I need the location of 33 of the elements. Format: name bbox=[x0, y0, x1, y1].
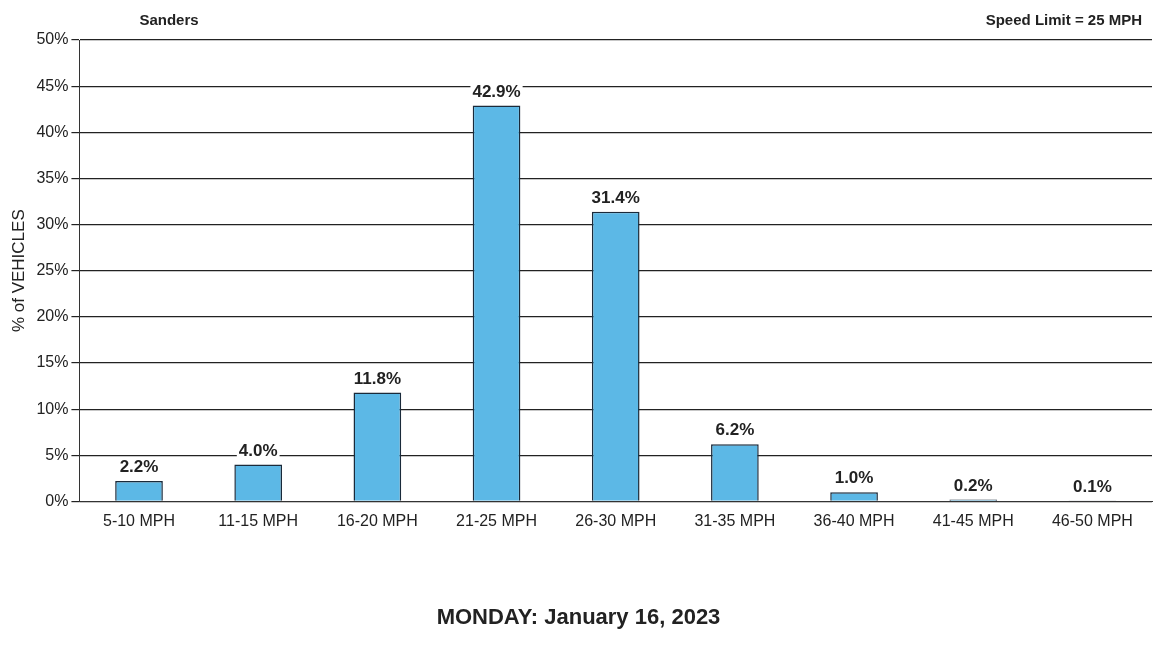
y-tick-label: 45% bbox=[36, 76, 69, 94]
y-tick-label: 25% bbox=[36, 261, 69, 279]
x-tick-label: 36-40 MPH bbox=[813, 512, 895, 530]
y-tick-label: 35% bbox=[36, 168, 69, 186]
data-label: 42.9% bbox=[472, 81, 521, 101]
y-tick-label: 50% bbox=[36, 30, 69, 48]
x-tick-label: 26-30 MPH bbox=[575, 512, 657, 530]
y-tick-label: 40% bbox=[36, 122, 69, 140]
y-axis-title: % of VEHICLES bbox=[8, 209, 28, 333]
y-tick-label: 20% bbox=[36, 307, 69, 325]
x-tick-label: 41-45 MPH bbox=[932, 512, 1014, 530]
data-label: 2.2% bbox=[119, 457, 159, 477]
data-label: 1.0% bbox=[834, 468, 874, 488]
x-tick-label: 21-25 MPH bbox=[456, 512, 537, 530]
data-label: 6.2% bbox=[715, 420, 755, 440]
y-tick-label: 5% bbox=[45, 445, 69, 463]
text: Speed Limit = 25 MPH bbox=[985, 10, 1142, 28]
y-tick-label: 10% bbox=[36, 399, 69, 417]
x-tick-label: 16-20 MPH bbox=[336, 512, 418, 530]
text: MONDAY: January 16, 2023 bbox=[436, 603, 721, 629]
data-label: 4.0% bbox=[238, 440, 278, 460]
x-tick-label: 11-15 MPH bbox=[218, 512, 299, 530]
data-label: 0.2% bbox=[953, 475, 993, 495]
data-label: 11.8% bbox=[353, 368, 401, 388]
text: Sanders bbox=[139, 10, 199, 28]
x-tick-label: 31-35 MPH bbox=[694, 512, 776, 530]
y-tick-label: 0% bbox=[45, 491, 69, 509]
y-tick-label: 30% bbox=[36, 214, 69, 232]
x-tick-label: 46-50 MPH bbox=[1051, 512, 1133, 530]
x-tick-label: 5-10 MPH bbox=[103, 512, 176, 530]
y-tick-label: 15% bbox=[36, 353, 69, 371]
data-label: 31.4% bbox=[591, 187, 640, 207]
data-label: 0.1% bbox=[1073, 476, 1112, 496]
